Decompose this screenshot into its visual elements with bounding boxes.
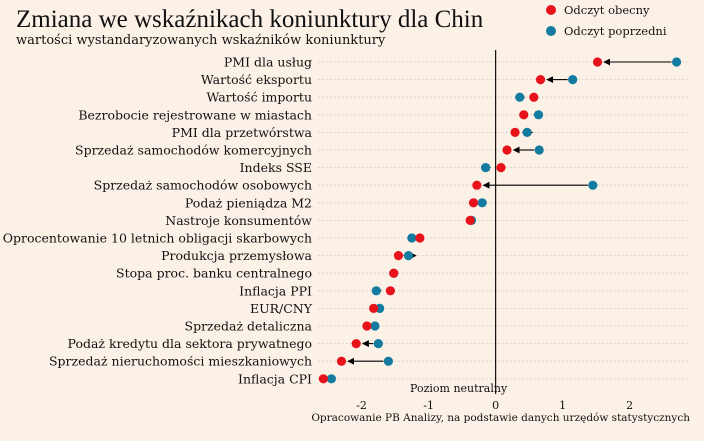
point-current xyxy=(318,374,328,384)
category-label: Produkcja przemysłowa xyxy=(161,248,312,263)
point-current xyxy=(510,127,520,137)
legend-label-current: Odczyt obecny xyxy=(564,3,650,17)
point-current xyxy=(336,356,347,366)
legend-dot-previous xyxy=(546,26,556,36)
neutral-level-label: Poziom neutralny xyxy=(410,382,508,395)
gridlines xyxy=(318,61,690,380)
category-label: Inflacja CPI xyxy=(238,371,312,386)
category-label: Podaż kredytu dla sektora prywatnego xyxy=(68,336,312,351)
point-current xyxy=(393,251,404,261)
x-tick-label: -2 xyxy=(356,399,367,412)
point-current xyxy=(535,75,546,85)
point-previous xyxy=(522,127,532,137)
category-label: Sprzedaż samochodów komercyjnych xyxy=(75,143,312,158)
chart-subtitle: wartości wystandaryzowanych wskaźników k… xyxy=(16,33,386,48)
point-previous xyxy=(407,233,417,243)
category-labels: PMI dla usług Wartość eksportu Wartość imp… xyxy=(3,55,313,387)
point-previous xyxy=(480,163,491,173)
point-previous xyxy=(534,145,544,155)
x-tick-label: 2 xyxy=(626,399,633,412)
point-current xyxy=(468,198,479,208)
category-label: Sprzedaż detaliczna xyxy=(185,319,313,334)
category-label: Bezrobocie rejestrowane w miastach xyxy=(78,107,312,122)
category-label: Podaż pieniądza M2 xyxy=(185,195,312,210)
point-current xyxy=(351,339,361,349)
category-label: EUR/CNY xyxy=(250,301,313,316)
legend-dot-current xyxy=(546,5,556,15)
legend-label-previous: Odczyt poprzedni xyxy=(564,24,667,38)
point-current xyxy=(592,57,603,67)
point-current xyxy=(519,110,529,120)
x-tick-label: -1 xyxy=(423,399,434,412)
category-label: Oprocentowanie 10 letnich obligacji skar… xyxy=(3,231,312,246)
category-label: PMI dla usług xyxy=(224,55,312,70)
point-previous xyxy=(370,321,380,331)
point-current xyxy=(362,321,372,331)
category-label: Indeks SSE xyxy=(240,160,312,175)
point-current xyxy=(472,180,482,190)
category-label: Nastroje konsumentów xyxy=(165,213,312,228)
point-previous xyxy=(588,180,598,190)
x-tick-label: 0 xyxy=(492,399,499,412)
point-previous xyxy=(568,75,578,85)
point-current xyxy=(465,215,475,225)
point-current xyxy=(389,268,399,278)
point-previous xyxy=(515,92,525,102)
category-label: Sprzedaż samochodów osobowych xyxy=(94,178,312,193)
point-current xyxy=(415,233,425,243)
data-marks xyxy=(318,57,682,384)
point-previous xyxy=(477,198,487,208)
point-previous xyxy=(533,110,544,120)
point-current xyxy=(496,163,506,173)
point-current xyxy=(385,286,395,296)
point-previous xyxy=(383,356,393,366)
point-previous xyxy=(326,374,337,384)
source-note: Opracowanie PB Analizy, na podstawie dan… xyxy=(311,412,690,424)
x-tick-label: 1 xyxy=(559,399,566,412)
category-label: Wartość importu xyxy=(206,90,312,105)
point-previous xyxy=(371,286,381,296)
category-label: Sprzedaż nieruchomości mieszkaniowych xyxy=(49,354,312,369)
point-previous xyxy=(373,339,383,349)
point-current xyxy=(502,145,512,155)
point-current xyxy=(369,303,379,313)
category-label: PMI dla przetwórstwa xyxy=(172,125,313,140)
category-label: Wartość eksportu xyxy=(201,72,312,87)
category-label: Inflacja PPI xyxy=(239,283,312,298)
x-axis: -2 -1 0 1 2 xyxy=(356,50,633,412)
chart-title: Zmiana we wskaźnikach koniunktury dla Ch… xyxy=(16,6,484,33)
category-label: Stopa proc. banku centralnego xyxy=(116,266,312,281)
point-previous xyxy=(671,57,682,67)
point-previous xyxy=(403,251,414,261)
point-current xyxy=(529,92,539,102)
